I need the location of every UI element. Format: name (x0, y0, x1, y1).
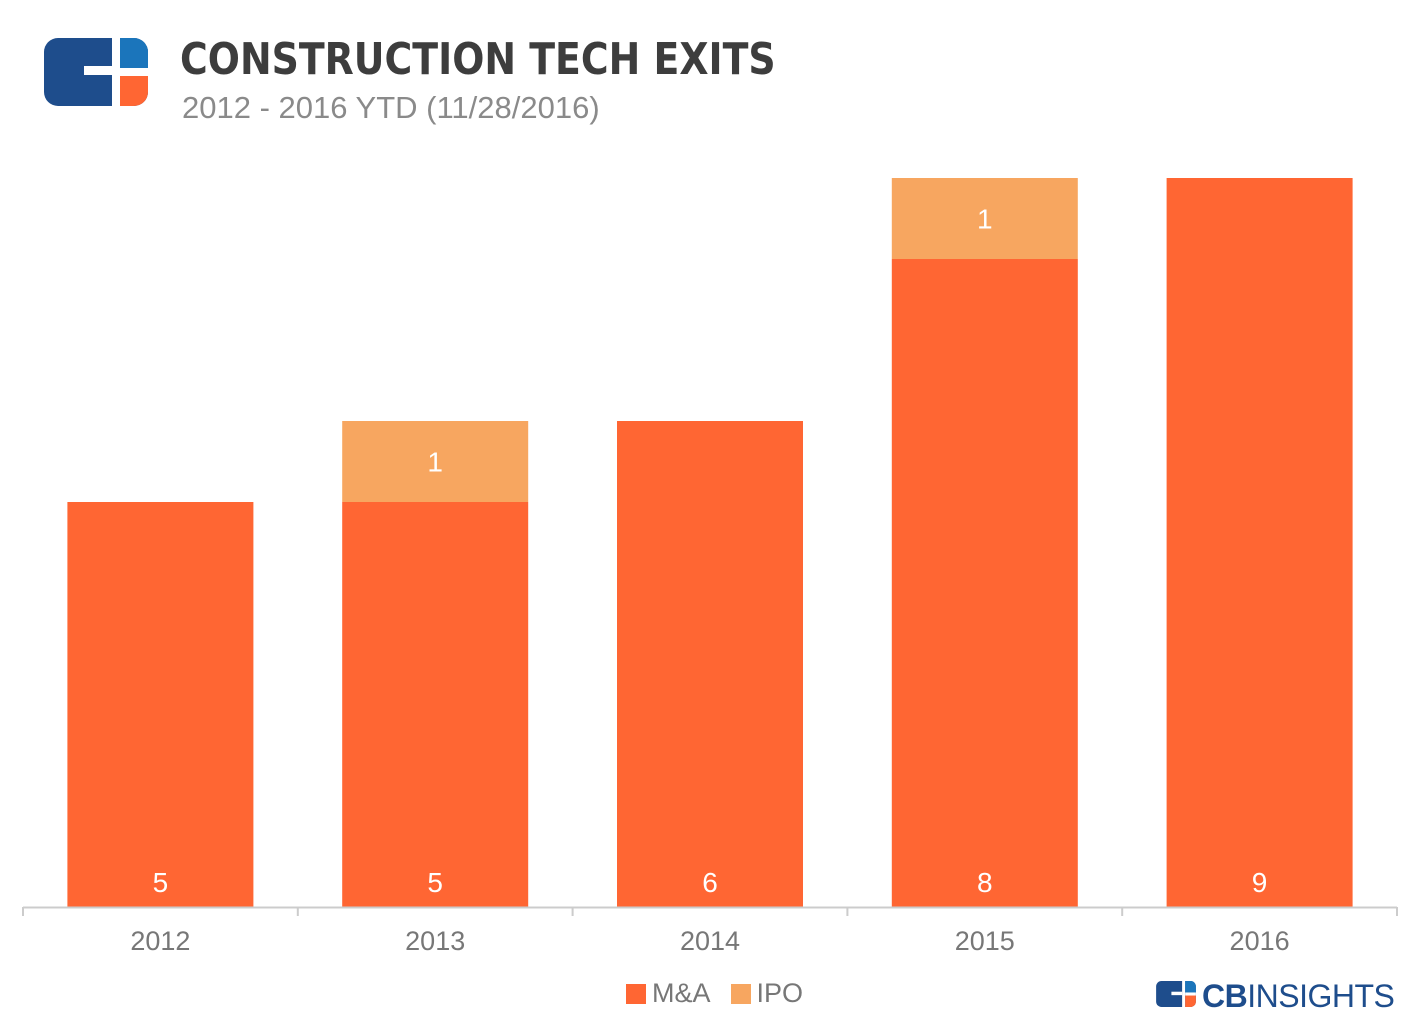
stacked-bar-chart: 5 5 1 6 8 1 9 2012 2013 2014 2015 2016 (22, 178, 1398, 956)
x-tick-label-2015: 2015 (955, 926, 1015, 956)
legend-swatch-ma (626, 983, 646, 1004)
brand-wordmark-rest: INSIGHTS (1247, 978, 1395, 1014)
legend-label-ma: M&A (652, 978, 711, 1008)
data-label-ma-2015: 8 (977, 867, 993, 898)
data-label-ma-2013: 5 (427, 867, 443, 898)
bar-ma-2015 (891, 259, 1078, 907)
data-label-ma-2016: 9 (1252, 867, 1268, 898)
brand-wordmark-bold: CB (1202, 978, 1248, 1014)
bar-ma-2013 (342, 502, 529, 907)
legend-swatch-ipo (730, 983, 751, 1004)
legend: M&A IPO (626, 978, 823, 1009)
chart-title: CONSTRUCTION TECH EXITS (180, 34, 776, 85)
brand-logo: CBINSIGHTS (1156, 978, 1395, 1015)
legend-item-ma: M&A (626, 978, 711, 1009)
data-label-ipo-2015: 1 (977, 204, 993, 235)
bar-ma-2016 (1166, 178, 1353, 907)
x-tick-label-2012: 2012 (130, 926, 190, 956)
data-label-ma-2012: 5 (153, 867, 169, 898)
bar-ipo-2013 (342, 421, 529, 502)
data-label-ipo-2013: 1 (427, 447, 443, 478)
bar-ipo-2015 (891, 178, 1078, 259)
legend-item-ipo: IPO (730, 978, 804, 1009)
legend-label-ipo: IPO (756, 978, 804, 1008)
bar-ma-2014 (617, 421, 803, 907)
chart-subtitle: 2012 - 2016 YTD (11/28/2016) (182, 90, 600, 125)
brand-mark-icon (1156, 981, 1196, 1012)
x-tick-label-2014: 2014 (680, 926, 740, 956)
x-tick-label-2013: 2013 (405, 926, 465, 956)
data-label-ma-2014: 6 (702, 867, 718, 898)
x-axis: 2012 2013 2014 2015 2016 (22, 906, 1398, 956)
x-tick-label-2016: 2016 (1230, 926, 1290, 956)
cb-insights-logo-icon (44, 38, 148, 111)
bar-ma-2012 (67, 502, 254, 907)
brand-wordmark: CBINSIGHTS (1202, 978, 1395, 1015)
bars-group: 5 5 1 6 8 1 9 (67, 178, 1353, 907)
